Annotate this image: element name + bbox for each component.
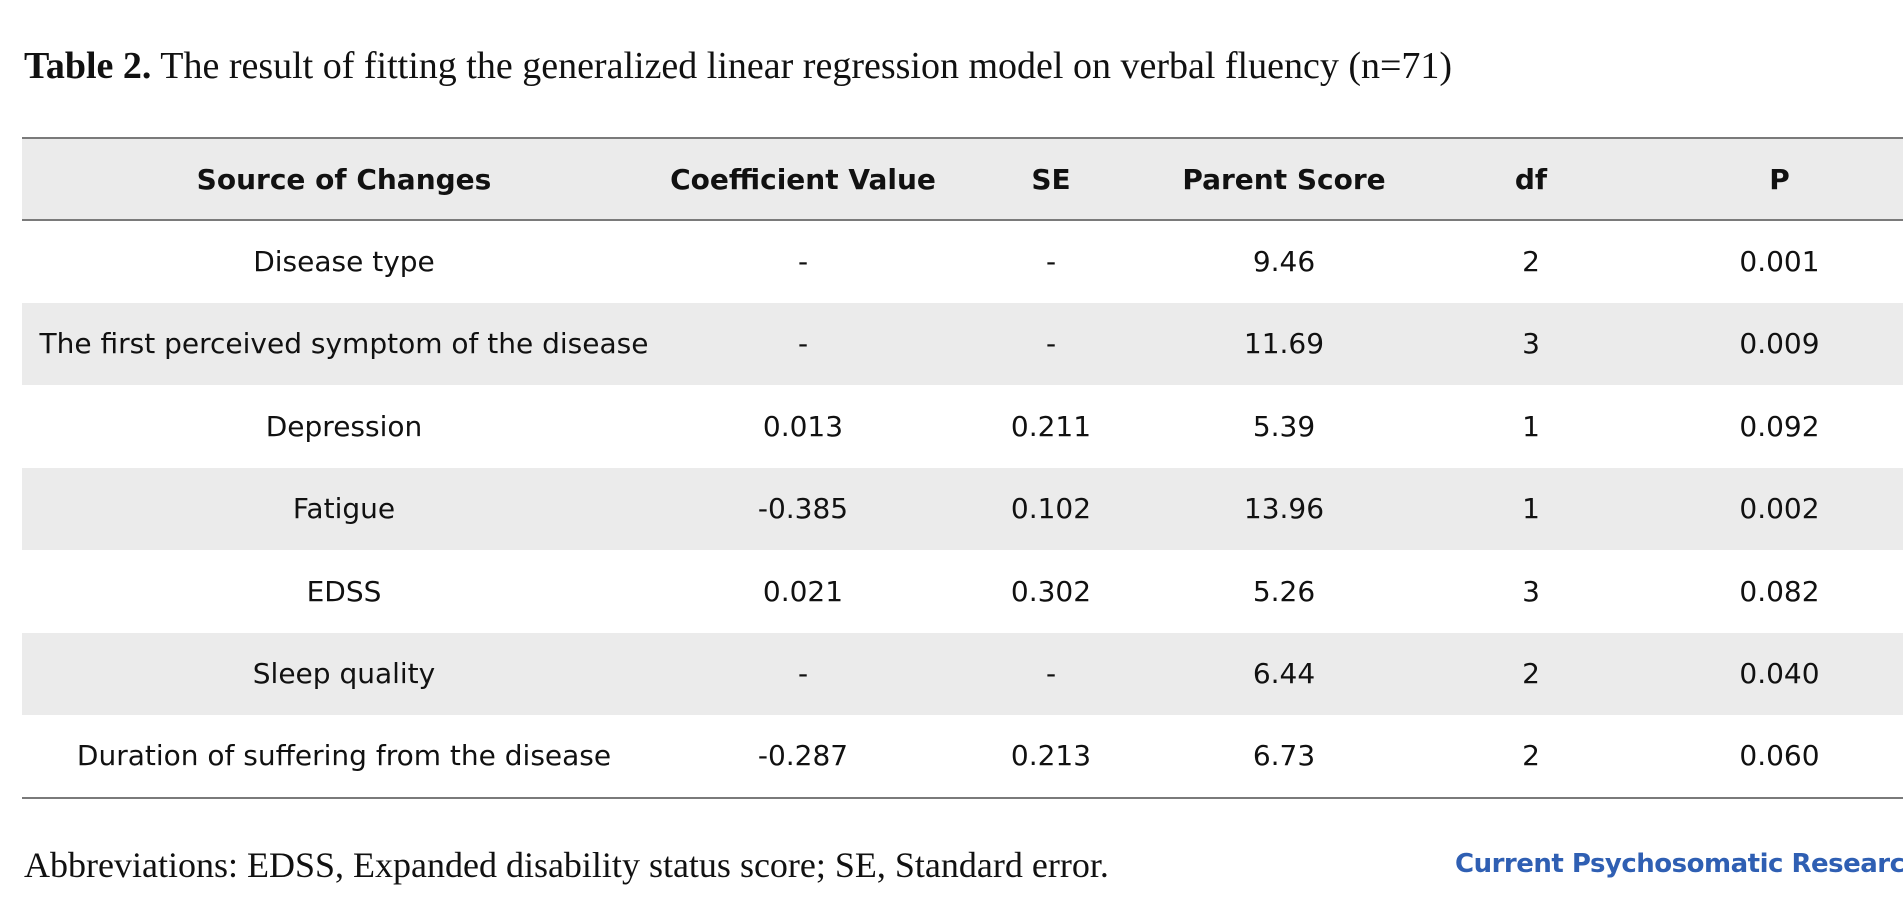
header-parent-score: Parent Score	[1162, 137, 1406, 221]
cell-df: 2	[1522, 245, 1540, 279]
table-row: EDSS 0.021 0.302 5.26 3 0.082	[22, 550, 1903, 633]
cell-se: -	[1045, 245, 1057, 279]
cell-p: 0.060	[1656, 715, 1903, 799]
cell-parent-score: 9.46	[1252, 245, 1316, 279]
cell-source: Fatigue	[292, 492, 396, 526]
cell-parent-score: 6.73	[1162, 715, 1406, 799]
cell-p: 0.009	[1739, 327, 1820, 361]
cell-p: 0.002	[1739, 492, 1820, 526]
cell-coefficient: -0.385	[757, 492, 849, 526]
table-row: Fatigue -0.385 0.102 13.96 1 0.002	[22, 467, 1903, 550]
header-df: df	[1406, 137, 1656, 221]
cell-df: 1	[1522, 492, 1540, 526]
header-coefficient-value: Coefficient Value	[666, 137, 940, 221]
cell-parent-score: 6.44	[1252, 657, 1316, 691]
cell-df: 2	[1406, 715, 1656, 799]
cell-coefficient: 0.013	[762, 409, 844, 443]
cell-se: -	[1045, 327, 1057, 361]
cell-source: Disease type	[253, 245, 435, 279]
results-table: Source of Changes Coefficient Value SE P…	[22, 137, 1903, 799]
cell-df: 3	[1522, 574, 1540, 608]
cell-se: 0.213	[940, 715, 1162, 799]
cell-parent-score: 5.39	[1252, 409, 1316, 443]
table-row: Depression 0.013 0.211 5.39 1 0.092	[22, 385, 1903, 468]
cell-p: 0.040	[1739, 657, 1820, 691]
cell-source: Sleep quality	[252, 657, 436, 691]
cell-df: 1	[1522, 409, 1540, 443]
cell-p: 0.082	[1739, 574, 1820, 608]
results-table-container: Source of Changes Coefficient Value SE P…	[22, 137, 1903, 799]
cell-se: 0.302	[1010, 574, 1092, 608]
table-row: The first perceived symptom of the disea…	[22, 302, 1903, 385]
cell-p: 0.092	[1739, 409, 1820, 443]
cell-parent-score: 5.26	[1252, 574, 1316, 608]
cell-se: -	[1045, 657, 1057, 691]
table-caption: Table 2. The result of fitting the gener…	[24, 36, 1452, 96]
cell-coefficient: -	[797, 327, 809, 361]
cell-p: 0.001	[1739, 245, 1820, 279]
cell-parent-score: 11.69	[1243, 327, 1325, 361]
cell-parent-score: 13.96	[1243, 492, 1325, 526]
cell-coefficient: -0.287	[666, 715, 940, 799]
cell-coefficient: 0.021	[762, 574, 844, 608]
cell-coefficient: -	[797, 245, 809, 279]
table-row: Sleep quality - - 6.44 2 0.040	[22, 632, 1903, 715]
table-header-row: Source of Changes Coefficient Value SE P…	[22, 137, 1903, 221]
cell-se: 0.211	[1010, 409, 1092, 443]
cell-source: Depression	[265, 409, 423, 443]
cell-df: 3	[1522, 327, 1540, 361]
cell-source: EDSS	[306, 574, 382, 608]
table-caption-label: Table 2.	[24, 45, 152, 87]
table-row: Disease type - - 9.46 2 0.001	[22, 220, 1903, 303]
header-source-of-changes: Source of Changes	[22, 137, 666, 221]
cell-df: 2	[1522, 657, 1540, 691]
cell-coefficient: -	[797, 657, 809, 691]
header-se: SE	[940, 137, 1162, 221]
table-caption-text: The result of fitting the generalized li…	[151, 45, 1453, 87]
header-p: P	[1656, 137, 1903, 221]
cell-source: The first perceived symptom of the disea…	[39, 327, 649, 361]
table-footnote: Abbreviations: EDSS, Expanded disability…	[24, 845, 1109, 885]
table-row: Duration of suffering from the disease -…	[22, 715, 1903, 799]
cell-se: 0.102	[1010, 492, 1092, 526]
cell-source: Duration of suffering from the disease	[22, 715, 666, 799]
journal-logo: Current Psychosomatic Research	[1455, 849, 1903, 879]
